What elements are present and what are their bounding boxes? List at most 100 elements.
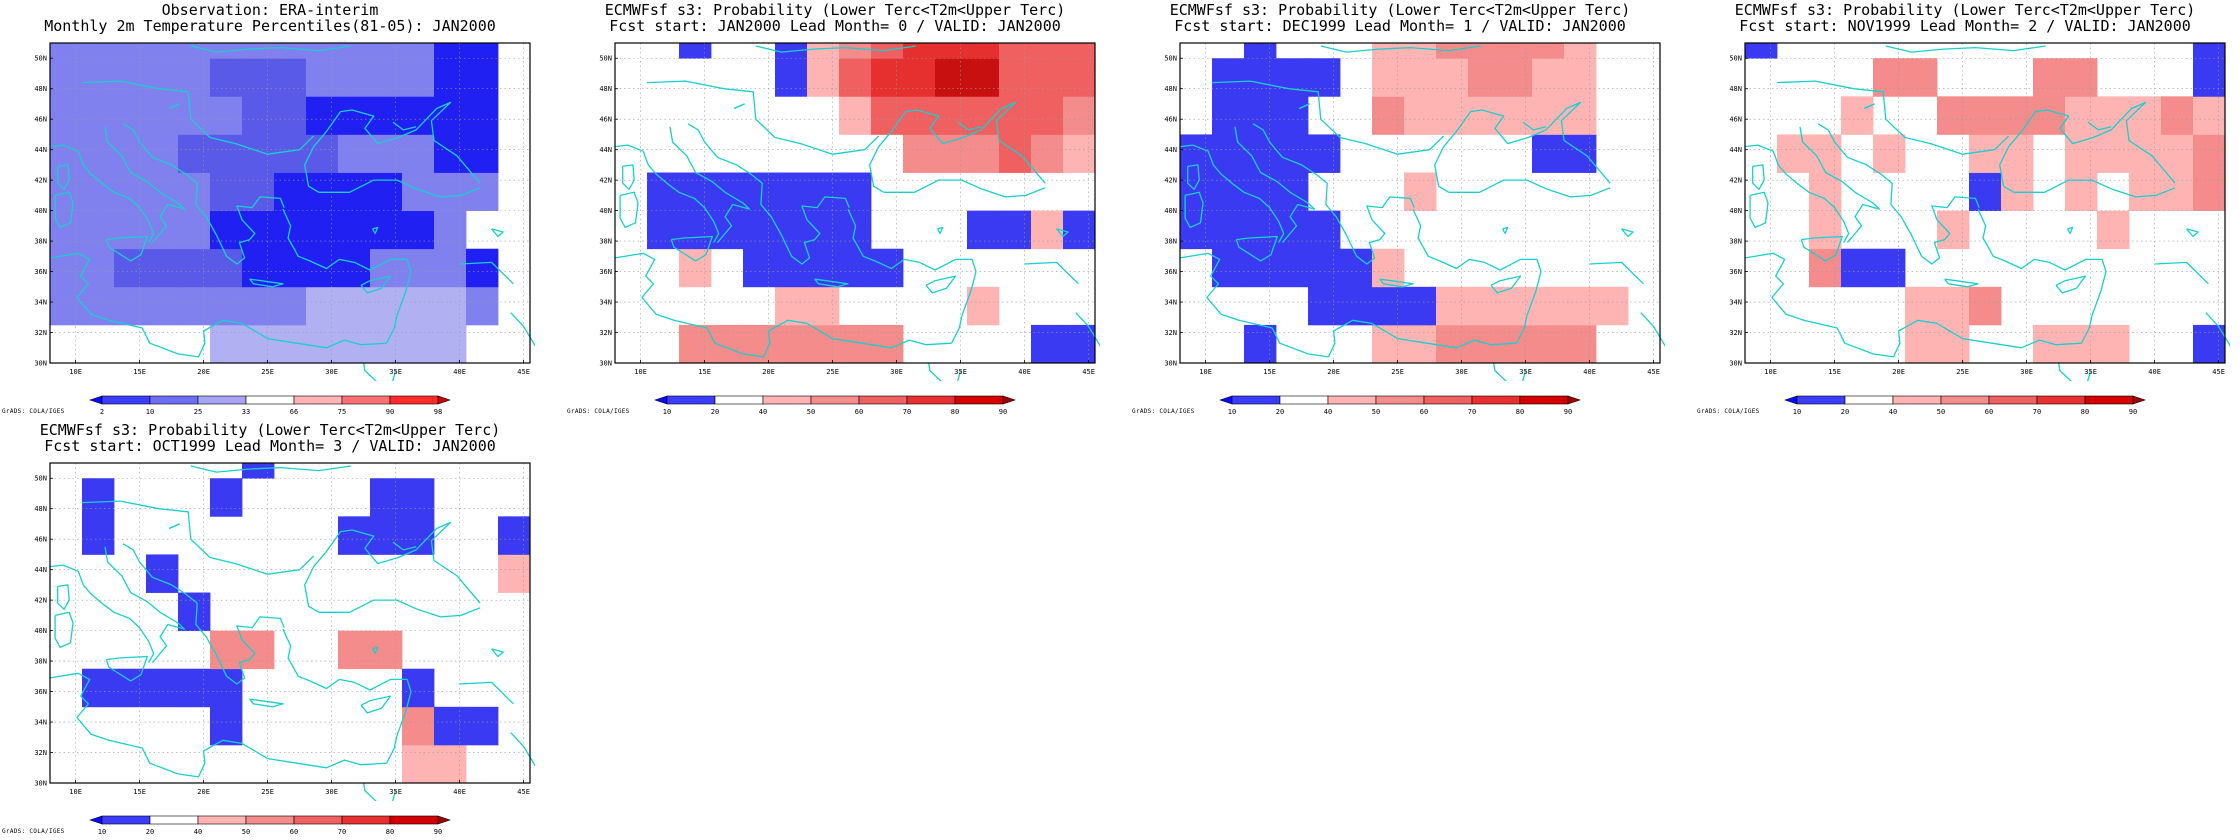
heatmap-cell (1212, 96, 1245, 135)
heatmap-cell (466, 248, 499, 288)
lat-tick-label: 38N (1164, 238, 1177, 246)
lon-tick-label: 25E (1956, 368, 1969, 376)
heatmap-cell (274, 134, 307, 173)
heatmap-cell (743, 210, 776, 250)
lat-tick-label: 38N (1729, 238, 1742, 246)
colorbar-label: 40 (759, 408, 767, 416)
heatmap-cell (2161, 134, 2194, 173)
colorbar-label: 25 (194, 408, 202, 416)
heatmap-cell (82, 134, 115, 173)
heatmap-cell (1404, 172, 1437, 212)
heatmap-cell (2193, 43, 2226, 59)
heatmap-cell (242, 96, 275, 135)
heatmap-cell (1212, 134, 1245, 173)
heatmap-cell (402, 478, 435, 517)
colorbar-segment (389, 395, 439, 405)
lon-tick-label: 20E (1327, 368, 1340, 376)
lat-tick-label: 46N (34, 116, 47, 124)
heatmap-cell (1436, 286, 1469, 326)
panel-lead-month-2: ECMWFsf s3: Probability (Lower Terc<T2m<… (1695, 0, 2235, 420)
lon-tick-label: 30E (325, 368, 338, 376)
heatmap-cell (306, 210, 339, 250)
heatmap-cell (338, 210, 371, 250)
lon-tick-label: 25E (261, 368, 274, 376)
map: 10E 15E 20E 25E 30E 35E 40E 45E 30N 32N 34N 36N 38N 4… (587, 40, 1100, 381)
heatmap-cell (1468, 58, 1501, 97)
lat-tick-label: 40N (1164, 207, 1177, 215)
heatmap-cell (999, 43, 1032, 59)
heatmap-cell (807, 286, 840, 326)
heatmap-cell (82, 43, 115, 59)
colorbar-segment (1796, 395, 1846, 405)
colorbar-segment (149, 395, 199, 405)
colorbar-segment (89, 815, 103, 825)
heatmap-cell (967, 43, 1000, 59)
map-frame (49, 42, 531, 364)
map-frame (1744, 42, 2226, 364)
colorbar-segment (149, 815, 199, 825)
heatmap-cell (2033, 58, 2066, 97)
heatmap-cell (2065, 96, 2098, 135)
heatmap-cell (1276, 248, 1309, 288)
lon-tick-label: 40E (453, 368, 466, 376)
colorbar-segment (341, 815, 391, 825)
heatmap-cell (402, 172, 435, 212)
heatmap-cell (1404, 58, 1437, 97)
lat-tick-label: 34N (1729, 299, 1742, 307)
colorbar-segment (1784, 395, 1798, 405)
heatmap-cell (807, 324, 840, 364)
heatmap-cell (1063, 58, 1096, 97)
colorbar-label: 90 (386, 408, 394, 416)
heatmap-cell (338, 58, 371, 97)
heatmap-cell (466, 706, 499, 746)
heatmap-cell (434, 324, 467, 364)
heatmap-cell (466, 43, 499, 59)
colorbar-label: 10 (1228, 408, 1236, 416)
colorbar-label: 70 (2033, 408, 2041, 416)
heatmap-cell (274, 172, 307, 212)
colorbar-segment (810, 395, 860, 405)
colorbar-segment (1279, 395, 1329, 405)
heatmap-cell (1436, 324, 1469, 364)
heatmap-cell (402, 248, 435, 288)
colorbar-segment (2132, 395, 2146, 405)
colorbar-segment (1940, 395, 1990, 405)
colorbar-segment (197, 395, 247, 405)
heatmap-cell (1063, 210, 1096, 250)
lon-tick-label: 10E (634, 368, 647, 376)
heatmap-cell (775, 324, 808, 364)
heatmap-cell (306, 43, 339, 59)
panel-title: ECMWFsf s3: Probability (Lower Terc<T2m<… (1734, 1, 2196, 19)
heatmap-cell (871, 96, 904, 135)
heatmap-cell (1969, 134, 2002, 173)
heatmap-cell (242, 286, 275, 326)
heatmap-cell (82, 58, 115, 97)
lon-tick-label: 40E (2148, 368, 2161, 376)
lon-tick-label: 15E (133, 368, 146, 376)
lat-tick-label: 34N (599, 299, 612, 307)
heatmap-cell (1468, 43, 1501, 59)
heatmap-cell (1500, 286, 1533, 326)
panel-subtitle: Fcst start: OCT1999 Lead Month= 3 / VALI… (44, 437, 496, 455)
heatmap-cell (242, 210, 275, 250)
heatmap-cell (2193, 324, 2226, 364)
lon-tick-label: 45E (1082, 368, 1095, 376)
lat-tick-label: 46N (599, 116, 612, 124)
lon-tick-label: 25E (261, 788, 274, 796)
lon-tick-label: 45E (2212, 368, 2225, 376)
heatmap-cell (466, 58, 499, 97)
lon-tick-label: 35E (389, 788, 402, 796)
colorbar-label: 2 (100, 408, 104, 416)
colorbar: 10 20 40 50 60 70 80 90 (1219, 395, 1581, 416)
heatmap-cell (1372, 58, 1405, 97)
colorbar-label: 90 (1564, 408, 1572, 416)
panel-title: Observation: ERA-interim (161, 1, 379, 19)
panel-subtitle: Fcst start: NOV1999 Lead Month= 2 / VALI… (1739, 17, 2191, 35)
lat-tick-label: 42N (1729, 177, 1742, 185)
heatmap-cell (338, 286, 371, 326)
lat-tick-label: 30N (34, 780, 47, 788)
lat-tick-label: 34N (1164, 299, 1177, 307)
heatmap-cell (146, 43, 179, 59)
heatmap-cell (1500, 96, 1533, 135)
heatmap-cell (1031, 324, 1064, 364)
